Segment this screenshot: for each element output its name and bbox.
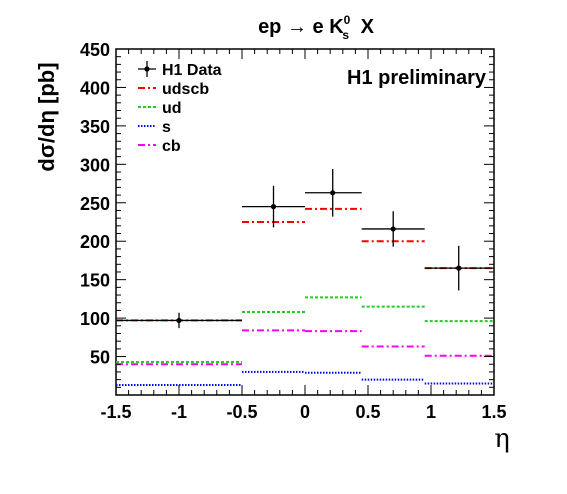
- y-tick-label: 50: [90, 348, 110, 368]
- x-tick-label: -1: [171, 402, 187, 422]
- y-tick-label: 150: [80, 271, 110, 291]
- legend-label-ud: ud: [162, 100, 182, 117]
- title-x: X: [361, 16, 375, 38]
- x-tick-label: -0.5: [226, 402, 257, 422]
- data-point: [456, 265, 462, 271]
- axes-layer: -1.5 -1 -0.5 0 0.5 1 1.5 50 100 150 200 250 300 350 40…: [80, 40, 507, 422]
- data-point: [270, 204, 277, 210]
- y-tick-label: 450: [80, 40, 110, 60]
- legend-label-s: s: [162, 119, 171, 136]
- title-sub: s: [342, 28, 349, 42]
- x-axis-label: η: [494, 424, 510, 454]
- chart-title: ep → e K0 s X: [258, 13, 375, 44]
- x-tick-label: 1.5: [481, 402, 506, 422]
- y-tick-label: 200: [80, 232, 110, 252]
- data-point: [176, 317, 182, 324]
- title-arrow: →: [287, 16, 307, 38]
- y-tick-label: 300: [80, 155, 110, 175]
- y-tick-label: 250: [80, 194, 110, 214]
- data-point: [330, 190, 336, 196]
- legend-label-udscb: udscb: [162, 81, 209, 98]
- x-tick-label: 0: [300, 402, 310, 422]
- y-tick-label: 350: [80, 117, 110, 137]
- x-tick-label: 0.5: [355, 402, 380, 422]
- data-point: [390, 226, 396, 232]
- x-tick-label: 1: [426, 402, 436, 422]
- y-axis-label: dσ/dη [pb]: [34, 62, 59, 171]
- data-points-layer: [116, 168, 494, 329]
- legend-label-h1-data: H1 Data: [162, 62, 222, 79]
- title-e: e K: [313, 16, 345, 38]
- legend-label-cb: cb: [162, 138, 181, 155]
- x-tick-label: -1.5: [100, 402, 131, 422]
- annotation-h1-preliminary: H1 preliminary: [347, 67, 487, 89]
- y-tick-label: 100: [80, 309, 110, 329]
- y-tick-label: 400: [80, 78, 110, 98]
- legend-marker-h1-data-dot: [144, 66, 150, 72]
- title-lhs: ep: [258, 16, 281, 38]
- series-layer: [116, 207, 494, 387]
- title-sup: 0: [344, 13, 351, 27]
